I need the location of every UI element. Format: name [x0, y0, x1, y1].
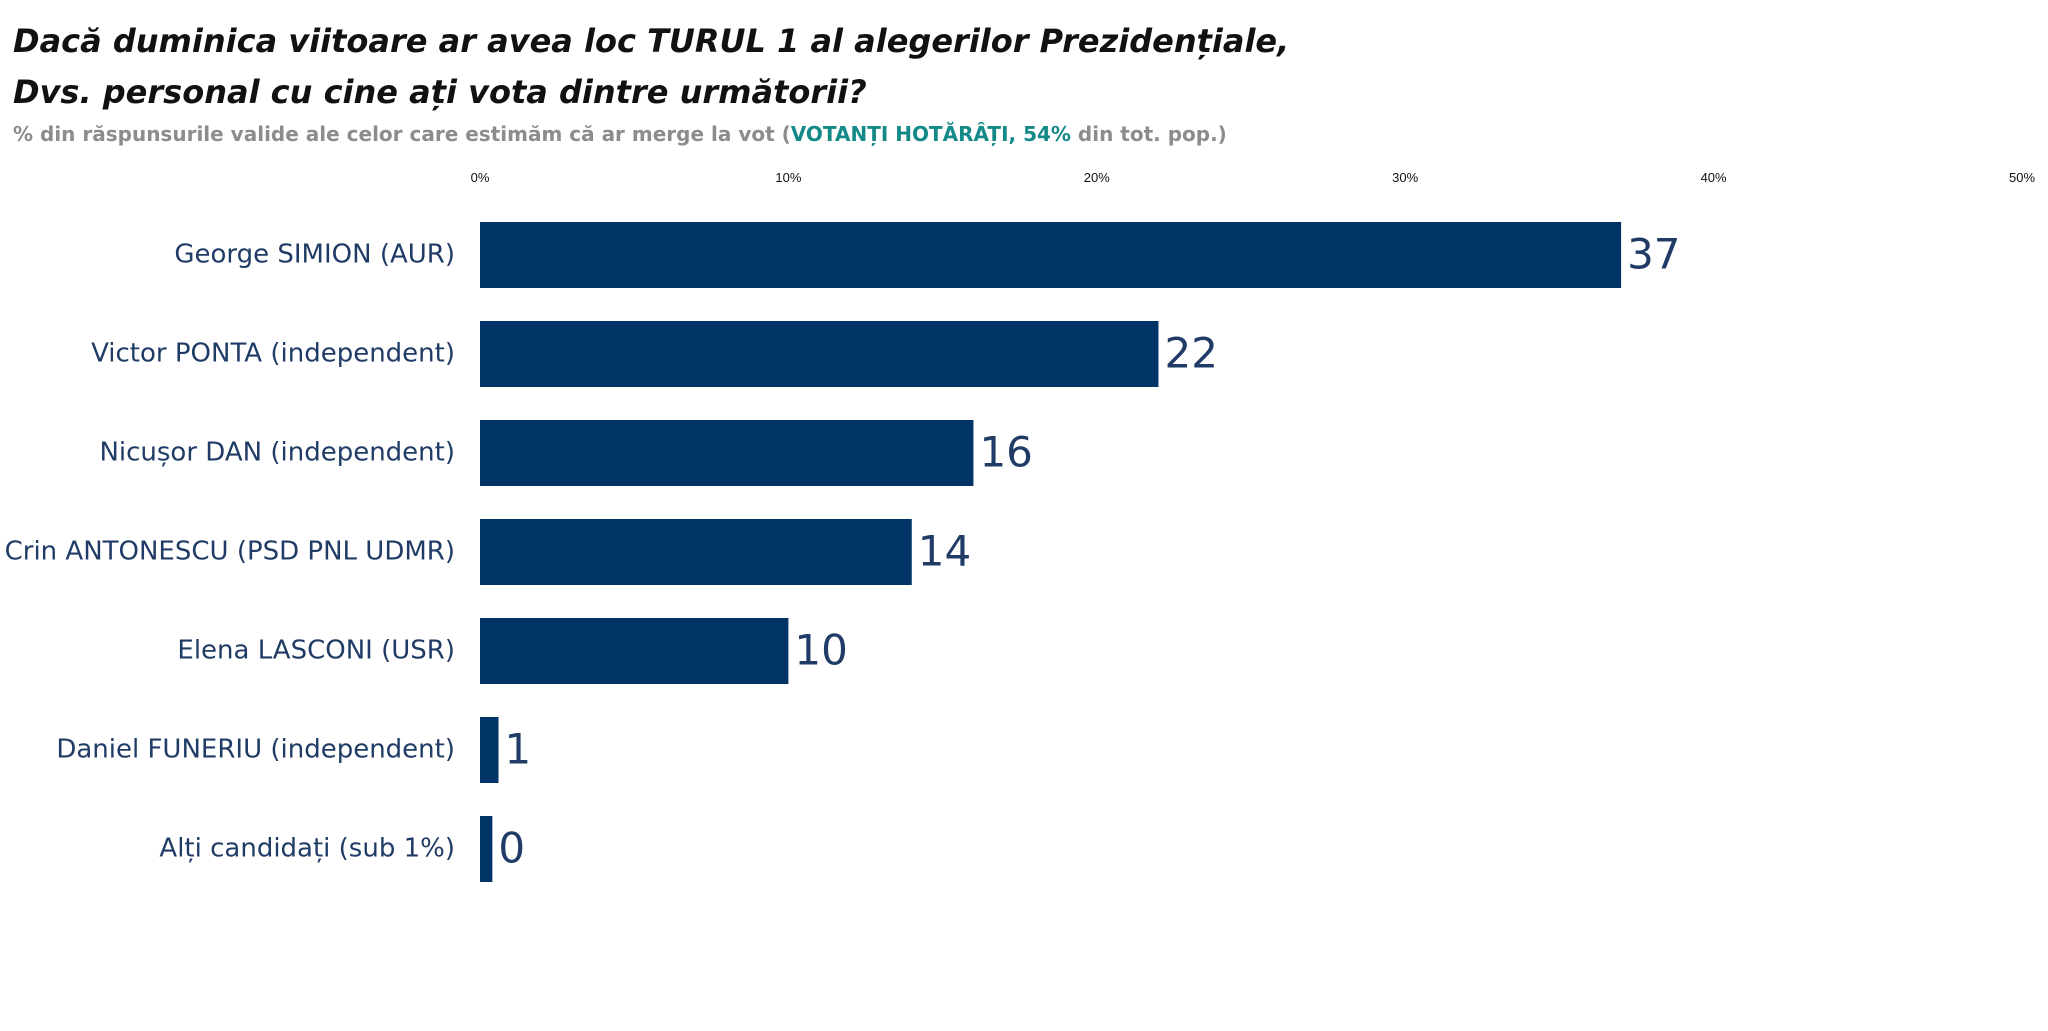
- category-label: Victor PONTA (independent): [91, 339, 455, 369]
- data-label: 16: [979, 428, 1032, 477]
- x-tick-label: 50%: [2009, 170, 2035, 185]
- data-label: 1: [505, 725, 532, 774]
- data-label: 22: [1164, 329, 1217, 378]
- data-label: 0: [498, 824, 525, 873]
- subtitle-highlight: VOTANȚI HOTĂRÂȚI, 54%: [790, 122, 1071, 146]
- category-label: Crin ANTONESCU (PSD PNL UDMR): [5, 537, 455, 567]
- x-tick-label: 0%: [471, 170, 490, 185]
- x-tick-label: 10%: [775, 170, 801, 185]
- bar: [480, 618, 789, 684]
- category-label: Nicușor DAN (independent): [99, 438, 455, 468]
- bar: [480, 519, 912, 585]
- category-label: Elena LASCONI (USR): [177, 636, 455, 666]
- chart-subtitle: % din răspunsurile valide ale celor care…: [13, 122, 1227, 146]
- x-tick-label: 40%: [1701, 170, 1727, 185]
- category-label: Daniel FUNERIU (independent): [56, 735, 455, 765]
- subtitle-prefix: % din răspunsurile valide ale celor care…: [13, 122, 791, 146]
- category-label: George SIMION (AUR): [174, 240, 455, 270]
- category-label: Alți candidați (sub 1%): [159, 834, 455, 864]
- bar: [480, 717, 499, 783]
- bar: [480, 816, 493, 882]
- chart-title-line-1: Dacă duminica viitoare ar avea loc TURUL…: [13, 22, 1290, 60]
- data-label: 37: [1627, 230, 1680, 279]
- chart-title-line-2: Dvs. personal cu cine ați vota dintre ur…: [13, 73, 867, 111]
- subtitle-suffix: din tot. pop.): [1070, 122, 1227, 146]
- bar: [480, 420, 974, 486]
- bar: [480, 222, 1622, 288]
- data-label: 10: [794, 626, 847, 675]
- x-tick-label: 20%: [1084, 170, 1110, 185]
- x-tick-label: 30%: [1392, 170, 1418, 185]
- bar: [480, 321, 1159, 387]
- data-label: 14: [918, 527, 971, 576]
